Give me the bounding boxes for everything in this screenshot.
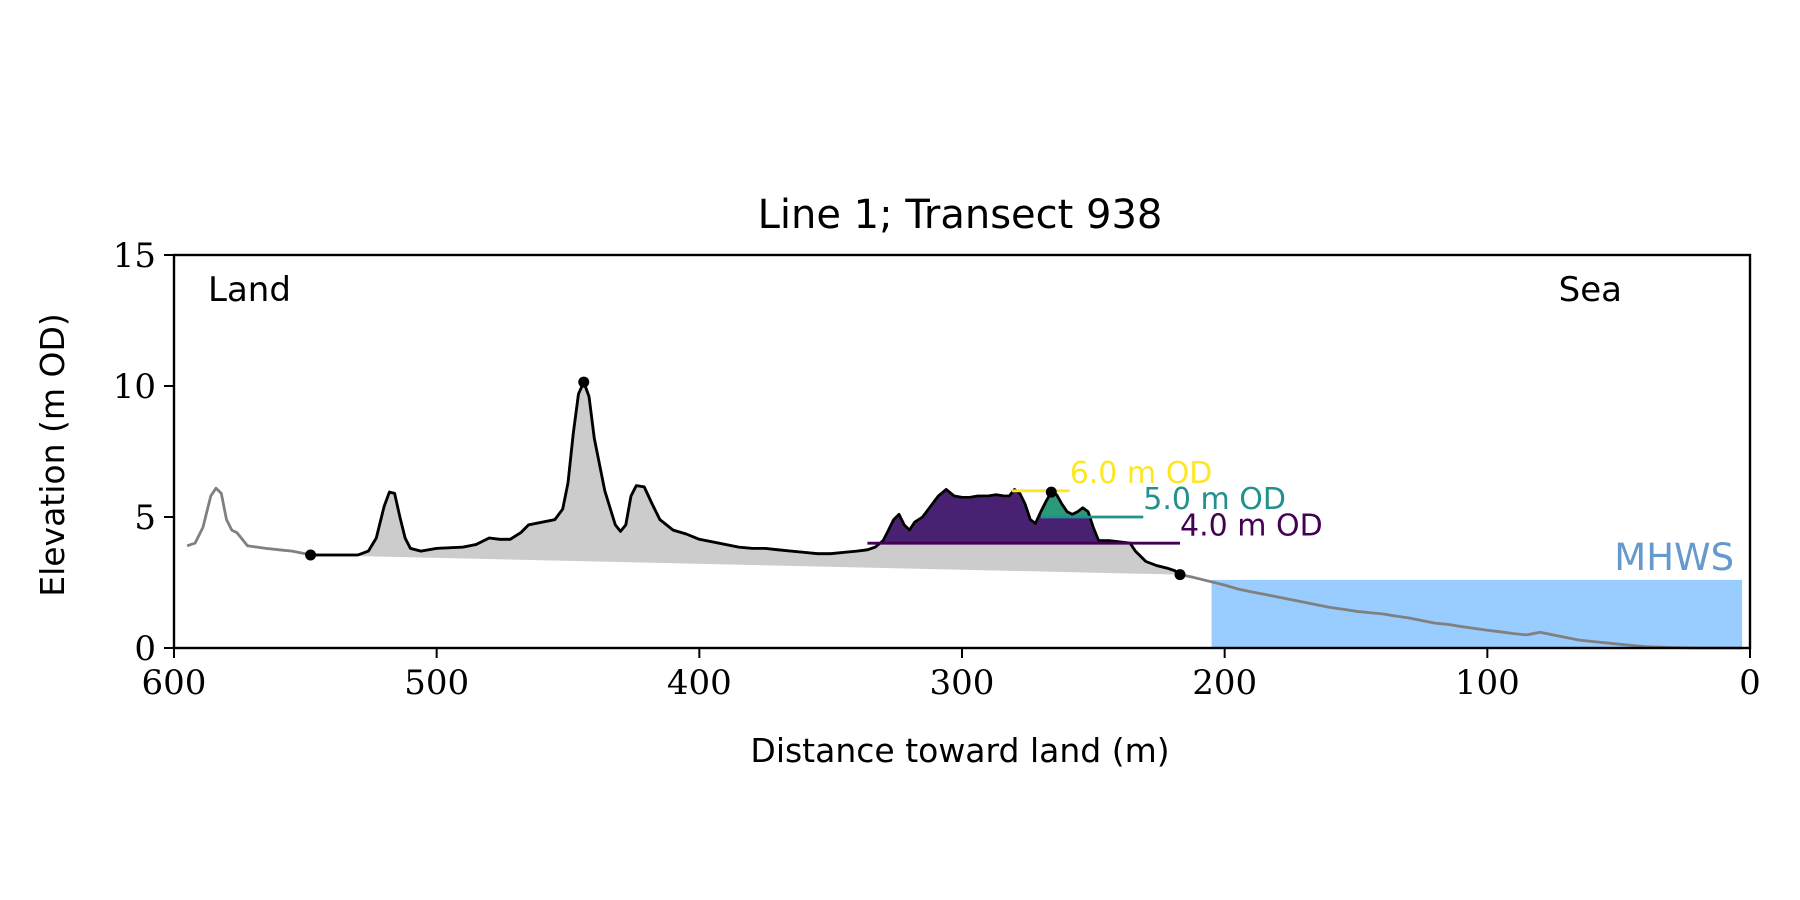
- x-tick-label: 0: [1739, 663, 1761, 703]
- dune-volume-fill: [310, 382, 1181, 575]
- mhws-area: [1211, 579, 1743, 648]
- profile-marker: [1174, 569, 1186, 581]
- profile-marker: [305, 549, 317, 561]
- y-axis-label: Elevation (m OD): [33, 313, 72, 597]
- y-tick-label: 0: [134, 629, 156, 669]
- chart-title: Line 1; Transect 938: [758, 192, 1163, 238]
- profile-marker: [578, 376, 590, 388]
- x-tick-label: 200: [1192, 663, 1257, 703]
- y-tick-label: 15: [113, 236, 156, 276]
- level-fill-5: [1040, 492, 1136, 517]
- land-label: Land: [208, 270, 291, 310]
- x-axis-label: Distance toward land (m): [750, 731, 1169, 770]
- level-label-6: 6.0 m OD: [1070, 456, 1213, 491]
- sea-label: Sea: [1559, 270, 1622, 310]
- x-tick-label: 600: [142, 663, 207, 703]
- y-tick-label: 5: [134, 498, 156, 538]
- level-fill-4: [867, 489, 1181, 544]
- level-label-4: 4.0 m OD: [1180, 508, 1323, 543]
- profile-marker: [1045, 486, 1057, 498]
- level-label-5: 5.0 m OD: [1143, 482, 1286, 517]
- x-tick-label: 400: [667, 663, 732, 703]
- mhws-label: MHWS: [1614, 536, 1734, 579]
- y-tick-label: 10: [113, 367, 156, 407]
- x-tick-label: 500: [404, 663, 469, 703]
- profile-line-dune: [310, 380, 1181, 576]
- x-tick-label: 100: [1455, 663, 1520, 703]
- x-tick-label: 300: [930, 663, 995, 703]
